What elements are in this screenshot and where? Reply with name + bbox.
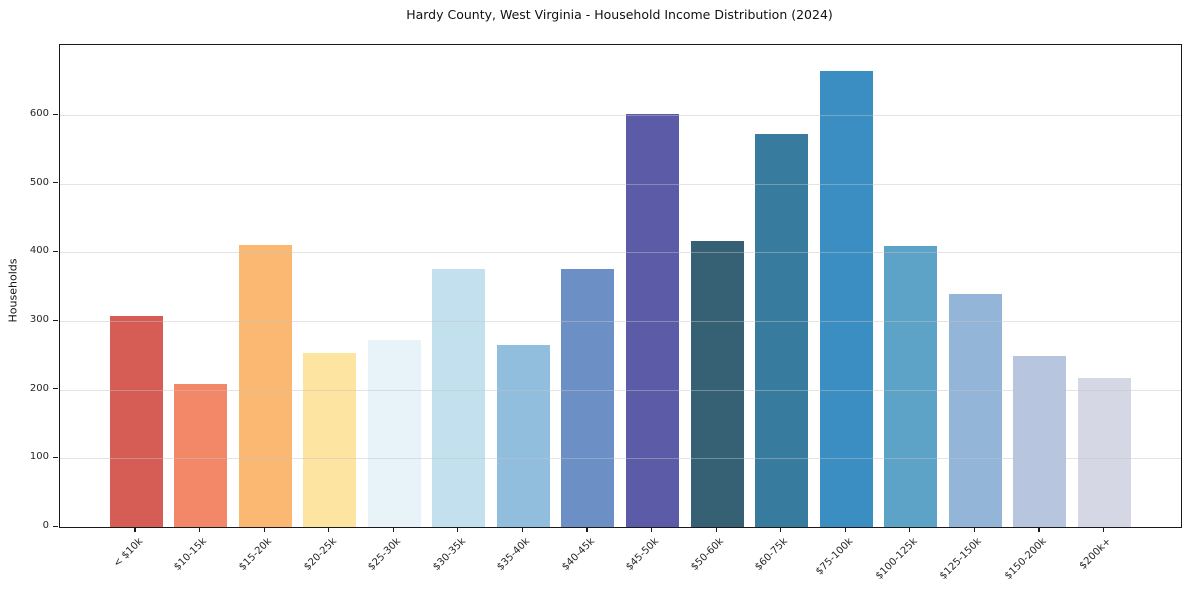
x-tick-mark <box>263 527 265 533</box>
x-tick-label: $75-100k <box>813 536 856 578</box>
x-tick-mark <box>457 527 459 533</box>
y-tick-label: 100 <box>29 451 49 463</box>
y-tick-mark <box>53 456 58 459</box>
gridline-200 <box>60 389 1181 391</box>
bar-$10-15k <box>174 383 228 527</box>
x-tick-mark <box>973 527 975 533</box>
y-tick-label: 500 <box>29 176 49 188</box>
x-tick-label: $40-45k <box>559 536 597 573</box>
x-tick-label: $30-35k <box>430 536 468 573</box>
y-tick-mark <box>53 525 58 527</box>
y-tick-label: 400 <box>29 245 49 257</box>
x-tick-mark <box>392 527 394 533</box>
bar-$45-50k <box>626 113 680 527</box>
x-tick-label: $20-25k <box>301 536 339 573</box>
y-tick-mark <box>53 182 58 184</box>
x-tick-mark <box>328 527 330 533</box>
x-tick-mark <box>198 527 201 533</box>
x-tick-label: $60-75k <box>753 536 791 573</box>
y-tick-mark <box>53 250 58 253</box>
y-tick-label: 0 <box>42 520 49 531</box>
bar-$40-45k <box>561 268 615 527</box>
x-tick-label: < $10k <box>111 536 145 570</box>
bar-$30-35k <box>432 268 486 527</box>
gridline-500 <box>60 183 1181 185</box>
bar-< $10k <box>109 316 163 527</box>
y-tick-mark <box>53 388 58 390</box>
x-tick-mark <box>134 527 136 533</box>
x-tick-label: $45-50k <box>624 536 662 573</box>
bar-$20-25k <box>303 352 357 527</box>
x-tick-label: $100-125k <box>873 536 920 582</box>
x-tick-label: $200k+ <box>1077 536 1114 572</box>
bar-$200k+ <box>1078 378 1132 527</box>
bar-$15-20k <box>238 244 292 527</box>
x-tick-label: $10-15k <box>172 536 210 573</box>
bar-$125-150k <box>948 293 1002 527</box>
bar-$50-60k <box>690 241 744 527</box>
x-tick-label: $15-20k <box>236 536 274 573</box>
bar-$150-200k <box>1013 356 1067 527</box>
x-tick-mark <box>586 527 588 533</box>
x-tick-label: $25-30k <box>366 536 404 573</box>
x-tick-label: $35-40k <box>495 536 533 573</box>
y-tick-label: 200 <box>29 382 49 394</box>
x-tick-mark <box>909 527 911 533</box>
y-tick-mark <box>53 319 58 321</box>
x-tick-mark <box>1102 527 1105 533</box>
x-tick-mark <box>715 527 717 533</box>
x-tick-mark <box>844 527 846 533</box>
x-tick-mark <box>521 527 523 533</box>
chart-title: Hardy County, West Virginia - Household … <box>406 7 833 22</box>
gridline-300 <box>60 321 1181 323</box>
bar-$75-100k <box>819 71 873 527</box>
gridline-600 <box>60 115 1181 117</box>
bar-$25-30k <box>367 340 421 527</box>
plot-area <box>59 44 1182 528</box>
y-tick-label: 300 <box>29 314 49 326</box>
x-tick-label: $150-200k <box>1002 536 1049 582</box>
x-tick-mark <box>650 527 653 533</box>
x-tick-label: $125-150k <box>938 536 985 582</box>
x-tick-label: $50-60k <box>688 536 726 573</box>
bar-$60-75k <box>755 133 809 527</box>
y-tick-mark <box>53 113 58 115</box>
x-tick-mark <box>780 527 782 533</box>
x-tick-mark <box>1038 527 1040 533</box>
y-tick-label: 600 <box>29 108 49 120</box>
bar-$100-125k <box>884 245 938 527</box>
gridline-400 <box>60 252 1181 254</box>
gridline-100 <box>60 458 1181 460</box>
bar-$35-40k <box>496 345 550 527</box>
